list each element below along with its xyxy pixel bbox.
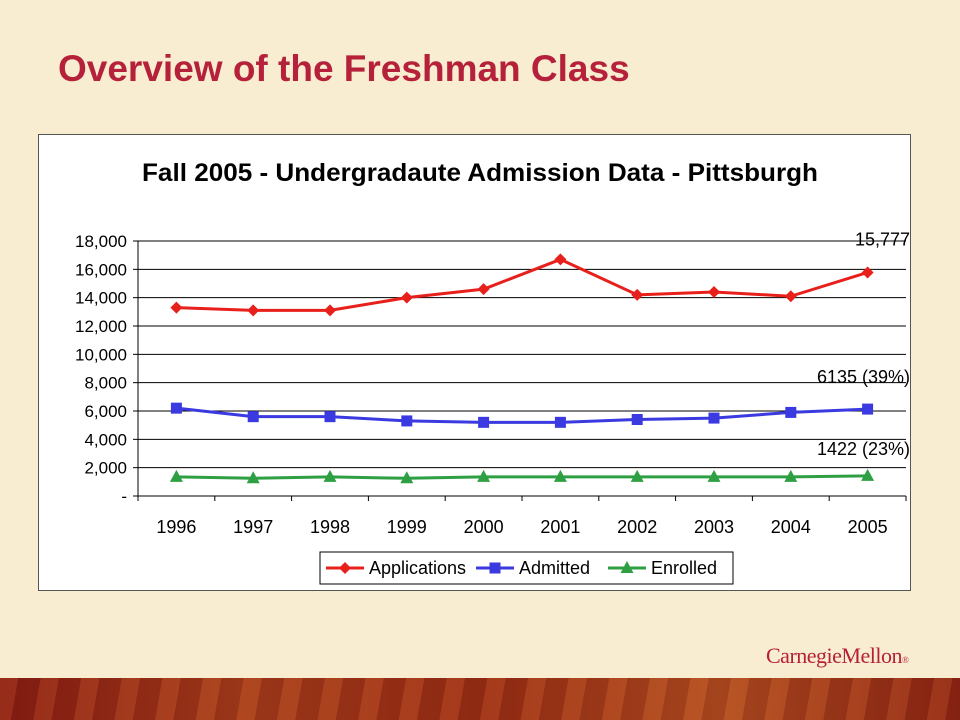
carnegie-mellon-logo: CarnegieMellon® xyxy=(766,643,909,669)
enrolled-series-line xyxy=(176,474,868,480)
logo-trademark: ® xyxy=(901,655,909,665)
enrolled-data-point xyxy=(169,469,183,482)
x-tick-label: 2005 xyxy=(848,517,888,537)
admitted-data-point xyxy=(708,412,720,424)
chart-title: Fall 2005 - Undergradaute Admission Data… xyxy=(142,159,818,187)
applications-legend-marker xyxy=(339,562,351,574)
admitted-data-point xyxy=(401,415,413,427)
applications-data-point xyxy=(861,266,874,279)
enrolled-data-point xyxy=(400,471,414,484)
enrolled-data-point xyxy=(784,469,798,482)
enrolled-legend-marker xyxy=(620,561,634,573)
admitted-series-line xyxy=(176,406,868,424)
y-tick-label: 2,000 xyxy=(84,459,127,478)
x-tick-label: 2002 xyxy=(617,517,657,537)
enrolled-data-point xyxy=(707,469,721,482)
applications-data-point xyxy=(247,304,260,317)
admitted-data-point xyxy=(785,406,797,418)
y-tick-label: 14,000 xyxy=(75,289,127,308)
y-tick-label: 16,000 xyxy=(75,260,127,279)
y-tick-label: - xyxy=(121,487,127,506)
x-tick-label: 1996 xyxy=(156,517,196,537)
applications-data-point xyxy=(170,301,183,314)
applications-legend-label: Applications xyxy=(369,558,466,578)
slide-title: Overview of the Freshman Class xyxy=(58,48,630,89)
applications-data-point xyxy=(631,288,644,301)
y-tick-label: 10,000 xyxy=(75,345,127,364)
enrolled-data-point xyxy=(553,469,567,482)
y-tick-label: 6,000 xyxy=(84,402,127,421)
applications-data-point xyxy=(324,304,336,317)
applications-data-point xyxy=(708,286,720,298)
enrolled-legend-label: Enrolled xyxy=(651,558,717,578)
enrolled-end-label: 1422 (23%) xyxy=(817,439,910,459)
enrolled-data-point xyxy=(246,471,260,484)
enrolled-data-point xyxy=(323,469,337,482)
y-tick-label: 12,000 xyxy=(75,317,127,336)
admitted-end-label: 6135 (39%) xyxy=(817,367,910,387)
x-tick-label: 2001 xyxy=(540,517,580,537)
admitted-legend-label: Admitted xyxy=(519,558,590,578)
applications-end-label: 15,777 xyxy=(855,229,910,249)
admitted-data-point xyxy=(554,416,566,428)
x-tick-label: 2003 xyxy=(694,517,734,537)
chart-frame: Fall 2005 - Undergradaute Admission Data… xyxy=(38,134,911,591)
plot-area: - 2,000 4,000 6,000 8,000 10,000 12,000 14,000 1… xyxy=(75,229,910,537)
y-tick-label: 4,000 xyxy=(84,430,127,449)
x-tick-label: 1998 xyxy=(310,517,350,537)
admitted-data-point xyxy=(324,411,336,423)
admitted-data-point xyxy=(478,416,490,428)
x-tick-label: 1997 xyxy=(233,517,273,537)
applications-data-point xyxy=(477,283,490,296)
legend-box xyxy=(319,551,734,585)
x-tick-label: 2004 xyxy=(771,517,811,537)
admitted-data-point xyxy=(631,414,643,425)
y-tick-label: 18,000 xyxy=(75,232,127,251)
applications-data-point xyxy=(554,253,567,266)
footer-band xyxy=(0,678,960,720)
enrolled-data-point xyxy=(861,468,875,481)
admitted-data-point xyxy=(170,402,182,414)
logo-text: CarnegieMellon xyxy=(766,643,902,668)
admitted-data-point xyxy=(247,411,259,423)
applications-series-line xyxy=(176,257,869,312)
applications-data-point xyxy=(400,291,413,304)
applications-data-point xyxy=(784,290,797,303)
chart-legend: Applications Admitted Enrolled xyxy=(319,551,734,585)
enrolled-data-point xyxy=(630,469,644,482)
line-chart: Fall 2005 - Undergradaute Admission Data… xyxy=(75,159,910,585)
x-tick-label: 1999 xyxy=(387,517,427,537)
admitted-data-point xyxy=(862,403,874,415)
x-tick-label: 2000 xyxy=(464,517,504,537)
enrolled-data-point xyxy=(477,469,491,482)
y-tick-label: 8,000 xyxy=(84,374,127,393)
admitted-legend-marker xyxy=(489,562,501,574)
